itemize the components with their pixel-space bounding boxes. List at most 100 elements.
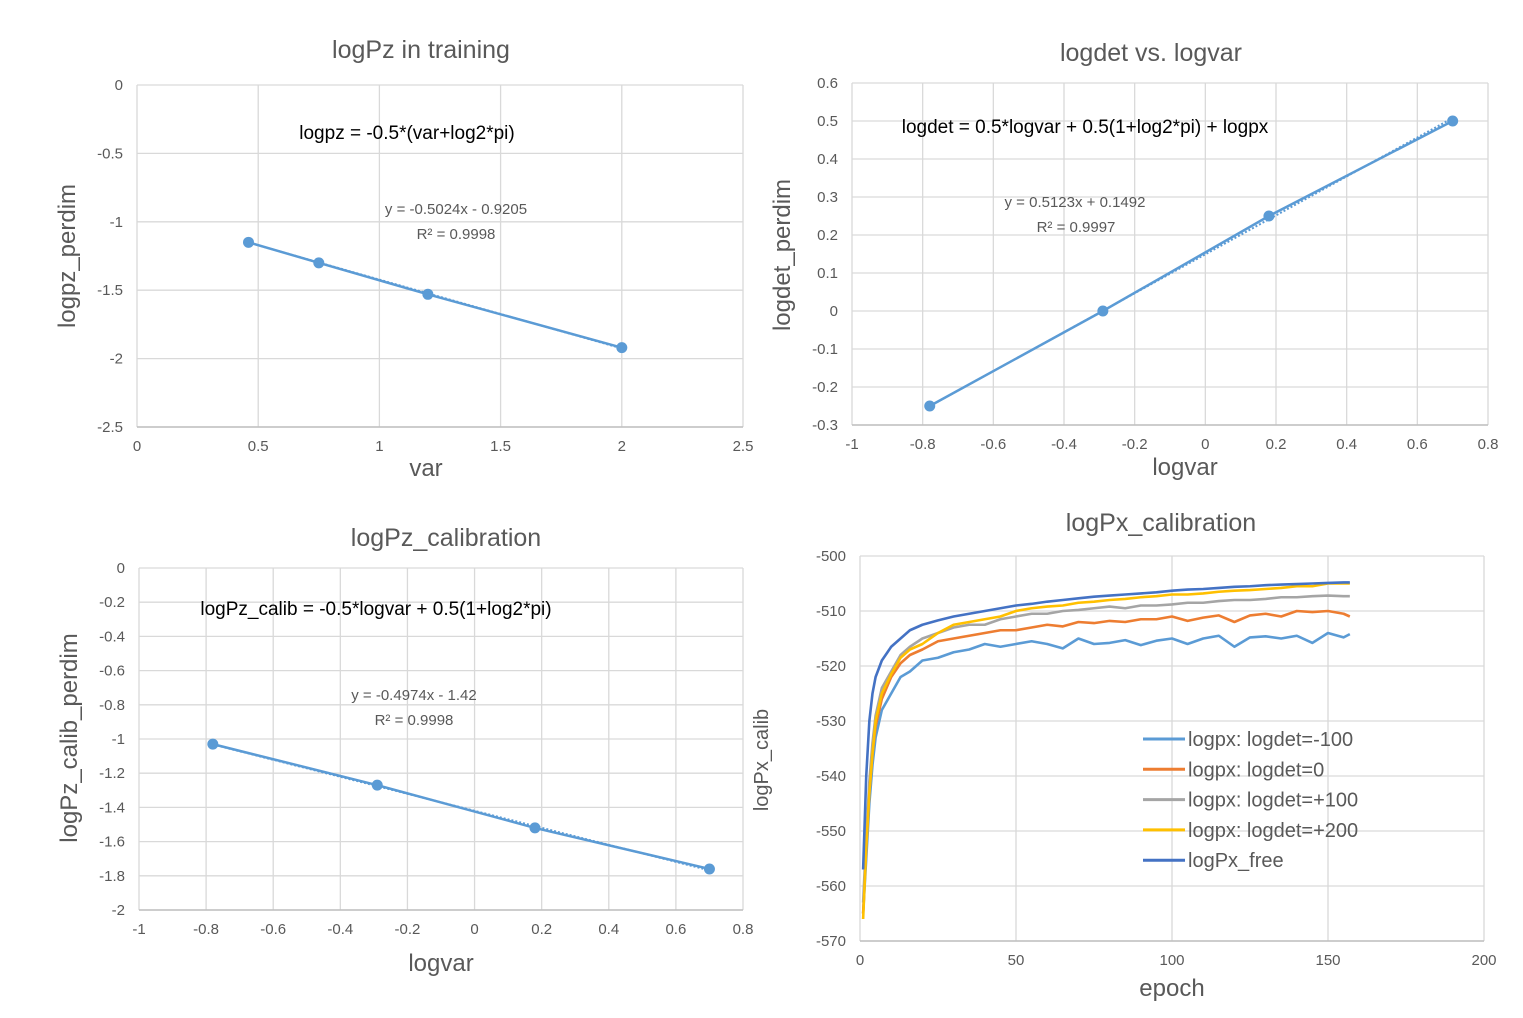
x-tick-label: 2.5 — [733, 438, 754, 455]
data-point — [1447, 115, 1459, 127]
y-tick-label: -0.4 — [99, 628, 125, 645]
y-tick-label: -0.2 — [812, 379, 838, 396]
y-tick-label: -2 — [112, 902, 125, 919]
y-tick-label: -1 — [112, 731, 125, 748]
x-tick-label: 0 — [133, 438, 141, 455]
y-tick-label: -540 — [816, 768, 846, 785]
data-point — [616, 342, 628, 354]
y-tick-label: -0.2 — [99, 594, 125, 611]
data-point — [924, 400, 936, 412]
legend-label: logpx: logdet=+200 — [1188, 820, 1358, 842]
formula-annotation: logPz_calib = -0.5*logvar + 0.5(1+log2*p… — [200, 599, 551, 620]
series-line-3 — [861, 594, 1350, 903]
y-tick-label: 0.2 — [817, 227, 838, 244]
y-tick-label: -520 — [816, 658, 846, 675]
x-tick-label: 0 — [1201, 436, 1209, 453]
x-tick-label: 1.5 — [490, 438, 511, 455]
trendline-label: R² = 0.9997 — [1037, 219, 1116, 236]
y-tick-label: -1.6 — [99, 834, 125, 851]
y-tick-label: -570 — [816, 933, 846, 950]
legend-label: logpx: logdet=0 — [1188, 759, 1324, 781]
trendline-label: R² = 0.9998 — [417, 226, 496, 243]
y-tick-label: -0.1 — [812, 341, 838, 358]
y-tick-label: -510 — [816, 603, 846, 620]
x-tick-label: 0.6 — [665, 921, 686, 938]
y-tick-label: -0.5 — [97, 145, 123, 162]
x-tick-label: -0.4 — [327, 921, 353, 938]
data-point — [207, 738, 219, 750]
chart-title: logPz in training — [332, 36, 510, 64]
x-axis-label: logvar — [408, 950, 473, 977]
chart-title: logPz_calibration — [351, 524, 541, 552]
x-tick-label: 0 — [470, 921, 478, 938]
x-tick-label: 1 — [375, 438, 383, 455]
data-point — [313, 257, 325, 269]
y-tick-label: -0.3 — [812, 417, 838, 434]
x-tick-label: -0.2 — [1122, 436, 1148, 453]
x-tick-label: 2 — [618, 438, 626, 455]
x-axis-label: var — [409, 455, 442, 482]
y-tick-label: 0.3 — [817, 189, 838, 206]
data-point — [243, 236, 255, 248]
x-axis-label: epoch — [1139, 975, 1204, 1002]
legend-label: logpx: logdet=+100 — [1188, 790, 1358, 812]
x-tick-label: 0.8 — [733, 921, 754, 938]
x-tick-label: 0.4 — [1336, 436, 1357, 453]
x-tick-label: 50 — [1008, 952, 1025, 969]
y-tick-label: 0.5 — [817, 113, 838, 130]
series-line — [248, 241, 623, 349]
y-tick-label: 0.1 — [817, 265, 838, 282]
x-tick-label: 0.8 — [1478, 436, 1499, 453]
x-tick-label: 0.2 — [1266, 436, 1287, 453]
trendline-label: R² = 0.9998 — [375, 712, 454, 729]
y-tick-label: -2.5 — [97, 419, 123, 436]
y-axis-label: logpz_perdim — [54, 184, 81, 328]
x-tick-label: 150 — [1315, 952, 1340, 969]
x-tick-label: 0.4 — [598, 921, 619, 938]
x-tick-label: 0.6 — [1407, 436, 1428, 453]
x-tick-label: 100 — [1159, 952, 1184, 969]
series-line — [929, 119, 1454, 408]
y-tick-label: 0 — [115, 77, 123, 94]
chart-4: 0 50 100 150 200 -500 -510 -520 -530 -540 -550 -560… — [751, 509, 1497, 1002]
legend-label: logPx_free — [1188, 850, 1284, 872]
x-tick-label: -1 — [845, 436, 858, 453]
series-line — [212, 742, 710, 871]
series-line-2 — [861, 609, 1351, 914]
chart-3: -1 -0.8 -0.6 -0.4 -0.2 0 0.2 0.4 0.6 0.8 0 -0.2 -0.4… — [56, 524, 753, 977]
y-tick-label: -1 — [110, 214, 123, 231]
x-tick-label: -0.8 — [193, 921, 219, 938]
chart-title: logdet vs. logvar — [1060, 39, 1242, 67]
chart-title: logPx_calibration — [1066, 509, 1256, 537]
y-tick-label: -500 — [816, 548, 846, 565]
data-point — [422, 288, 434, 300]
legend-label: logpx: logdet=-100 — [1188, 729, 1353, 751]
y-tick-label: -550 — [816, 823, 846, 840]
y-tick-label: -560 — [816, 878, 846, 895]
y-tick-label: 0 — [117, 560, 125, 577]
data-point — [371, 779, 383, 791]
y-tick-label: -2 — [110, 351, 123, 368]
y-axis-label: logPx_calib — [751, 709, 773, 811]
data-point — [529, 822, 541, 834]
x-tick-label: -1 — [132, 921, 145, 938]
y-tick-label: 0 — [830, 303, 838, 320]
y-tick-label: -0.6 — [99, 663, 125, 680]
chart-2: -1 -0.8 -0.6 -0.4 -0.2 0 0.2 0.4 0.6 0.8 0.6 0.5 0.4… — [769, 39, 1498, 481]
y-axis-label: logdet_perdim — [769, 179, 796, 331]
x-tick-label: 0 — [856, 952, 864, 969]
x-tick-label: -0.2 — [395, 921, 421, 938]
y-tick-label: -0.8 — [99, 697, 125, 714]
data-point — [1263, 210, 1275, 222]
trendline-label: y = 0.5123x + 0.1492 — [1005, 194, 1146, 211]
y-tick-label: -1.8 — [99, 868, 125, 885]
series-line-5 — [861, 581, 1350, 870]
series-line-4 — [861, 582, 1350, 920]
data-point — [703, 863, 715, 875]
x-tick-label: -0.6 — [260, 921, 286, 938]
formula-annotation: logdet = 0.5*logvar + 0.5(1+log2*pi) + l… — [902, 117, 1269, 138]
x-tick-label: -0.4 — [1051, 436, 1077, 453]
formula-annotation: logpz = -0.5*(var+log2*pi) — [299, 123, 514, 144]
x-tick-label: 0.2 — [531, 921, 552, 938]
series-line-1 — [861, 631, 1351, 914]
